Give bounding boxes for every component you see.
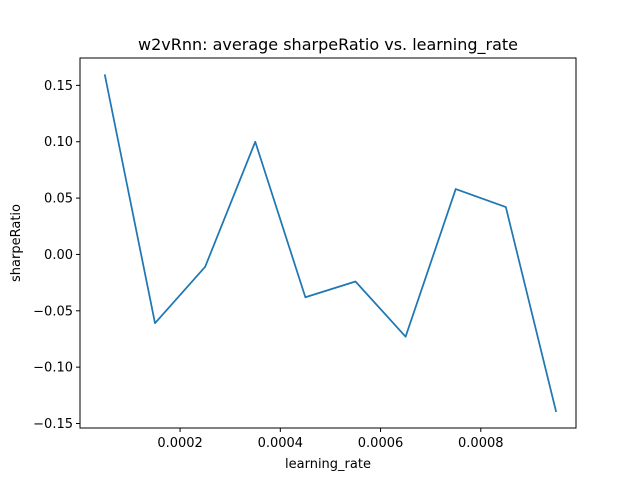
chart-title: w2vRnn: average sharpeRatio vs. learning…: [138, 35, 518, 55]
series-line: [103, 74, 558, 413]
y-axis: −0.15 −0.10 −0.05 0.00 0.05 0.10 0.15: [33, 79, 80, 432]
y-axis-label: sharpeRatio: [9, 204, 24, 282]
y-tick-label: −0.05: [33, 304, 73, 319]
y-tick-label: −0.15: [33, 417, 73, 432]
x-tick-label: 0.0004: [258, 436, 304, 451]
y-tick-label: −0.10: [33, 361, 73, 376]
x-axis: 0.0002 0.0004 0.0006 0.0008: [157, 428, 504, 451]
y-tick-label: 0.10: [44, 135, 73, 150]
series-layer: [103, 74, 558, 413]
y-tick-label: 0.00: [44, 248, 73, 263]
plot-area: [79, 57, 577, 429]
plot-frame: [79, 57, 577, 429]
x-tick-label: 0.0006: [358, 436, 404, 451]
x-tick-label: 0.0002: [157, 436, 203, 451]
y-tick-label: 0.05: [44, 192, 73, 207]
y-tick-label: 0.15: [44, 79, 73, 94]
x-axis-label: learning_rate: [285, 457, 371, 472]
x-tick-label: 0.0008: [458, 436, 504, 451]
